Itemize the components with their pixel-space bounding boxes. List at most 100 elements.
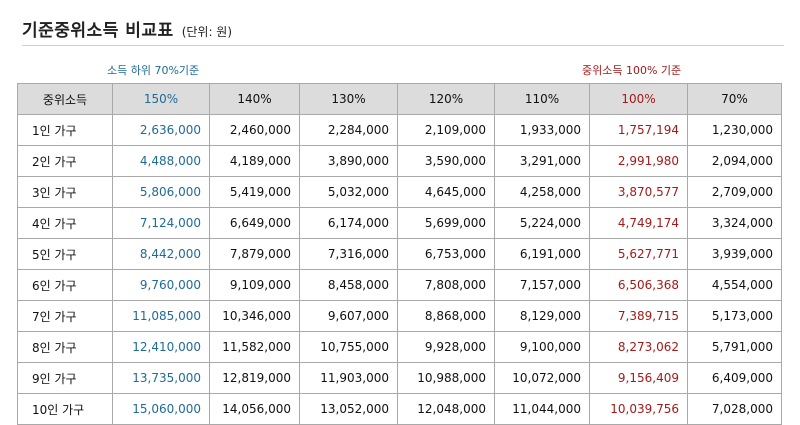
income-cell: 2,709,000 [687, 176, 782, 208]
income-cell: 5,627,771 [589, 238, 688, 270]
income-cell: 8,458,000 [299, 269, 398, 301]
income-cell: 3,590,000 [397, 145, 495, 177]
income-cell: 11,044,000 [494, 393, 590, 425]
column-header: 110% [494, 83, 590, 115]
table-row: 6인 가구 9,760,000 9,109,000 8,458,000 7,808,00… [17, 269, 782, 301]
income-cell: 8,442,000 [112, 238, 210, 270]
column-header: 70% [687, 83, 782, 115]
income-cell: 5,032,000 [299, 176, 398, 208]
income-cell: 7,808,000 [397, 269, 495, 301]
income-cell: 6,174,000 [299, 207, 398, 239]
table-row: 5인 가구 8,442,000 7,879,000 7,316,000 6,753,00… [17, 238, 782, 270]
income-cell: 6,409,000 [687, 362, 782, 394]
note-median-100-percent: 중위소득 100% 기준 [582, 64, 682, 77]
income-cell: 4,258,000 [494, 176, 590, 208]
table-row: 4인 가구 7,124,000 6,649,000 6,174,000 5,699,00… [17, 207, 782, 239]
household-size-cell: 5인 가구 [17, 238, 113, 270]
table-row: 1인 가구 2,636,000 2,460,000 2,284,000 2,109,00… [17, 114, 782, 146]
household-size-cell: 9인 가구 [17, 362, 113, 394]
income-cell: 6,191,000 [494, 238, 590, 270]
income-cell: 3,870,577 [589, 176, 688, 208]
income-cell: 6,506,368 [589, 269, 688, 301]
income-cell: 2,109,000 [397, 114, 495, 146]
income-cell: 11,582,000 [209, 331, 300, 363]
column-header: 150% [112, 83, 210, 115]
income-cell: 2,094,000 [687, 145, 782, 177]
income-cell: 9,156,409 [589, 362, 688, 394]
income-cell: 9,109,000 [209, 269, 300, 301]
income-cell: 9,607,000 [299, 300, 398, 332]
income-cell: 8,273,062 [589, 331, 688, 363]
income-cell: 5,699,000 [397, 207, 495, 239]
income-cell: 4,554,000 [687, 269, 782, 301]
income-cell: 5,224,000 [494, 207, 590, 239]
column-header: 120% [397, 83, 495, 115]
income-cell: 3,291,000 [494, 145, 590, 177]
income-cell: 10,988,000 [397, 362, 495, 394]
household-size-cell: 1인 가구 [17, 114, 113, 146]
table-row: 7인 가구 11,085,000 10,346,000 9,607,000 8,868,… [17, 300, 782, 332]
income-cell: 9,100,000 [494, 331, 590, 363]
income-cell: 4,189,000 [209, 145, 300, 177]
income-cell: 2,636,000 [112, 114, 210, 146]
income-comparison-table: 중위소득 150% 140% 130% 120% 110% 100% 70% 1… [17, 83, 782, 425]
income-cell: 7,124,000 [112, 207, 210, 239]
income-cell: 7,389,715 [589, 300, 688, 332]
income-cell: 5,419,000 [209, 176, 300, 208]
income-cell: 10,346,000 [209, 300, 300, 332]
household-size-cell: 4인 가구 [17, 207, 113, 239]
table-row: 10인 가구 15,060,000 14,056,000 13,052,000 12,0… [17, 393, 782, 425]
income-cell: 8,129,000 [494, 300, 590, 332]
household-size-cell: 7인 가구 [17, 300, 113, 332]
income-cell: 13,052,000 [299, 393, 398, 425]
income-cell: 1,933,000 [494, 114, 590, 146]
income-cell: 6,649,000 [209, 207, 300, 239]
title-row: 기준중위소득 비교표 (단위: 원) [22, 16, 232, 41]
household-size-cell: 3인 가구 [17, 176, 113, 208]
income-cell: 8,868,000 [397, 300, 495, 332]
page-title: 기준중위소득 비교표 [22, 21, 174, 41]
note-lower-70-percent: 소득 하위 70%기준 [107, 64, 200, 77]
income-cell: 4,645,000 [397, 176, 495, 208]
income-cell: 10,072,000 [494, 362, 590, 394]
household-size-cell: 2인 가구 [17, 145, 113, 177]
column-header: 140% [209, 83, 300, 115]
table-row: 9인 가구 13,735,000 12,819,000 11,903,000 10,98… [17, 362, 782, 394]
income-cell: 1,757,194 [589, 114, 688, 146]
income-cell: 6,753,000 [397, 238, 495, 270]
income-cell: 3,890,000 [299, 145, 398, 177]
income-cell: 2,991,980 [589, 145, 688, 177]
income-cell: 7,316,000 [299, 238, 398, 270]
household-size-cell: 10인 가구 [17, 393, 113, 425]
column-header: 중위소득 [17, 83, 113, 115]
income-cell: 1,230,000 [687, 114, 782, 146]
household-size-cell: 8인 가구 [17, 331, 113, 363]
income-cell: 9,928,000 [397, 331, 495, 363]
income-cell: 9,760,000 [112, 269, 210, 301]
income-cell: 11,903,000 [299, 362, 398, 394]
column-header: 130% [299, 83, 398, 115]
table-body: 1인 가구 2,636,000 2,460,000 2,284,000 2,109,00… [17, 114, 782, 425]
income-cell: 12,410,000 [112, 331, 210, 363]
income-cell: 2,284,000 [299, 114, 398, 146]
table-row: 8인 가구 12,410,000 11,582,000 10,755,000 9,928… [17, 331, 782, 363]
income-cell: 12,048,000 [397, 393, 495, 425]
income-cell: 5,791,000 [687, 331, 782, 363]
income-cell: 7,028,000 [687, 393, 782, 425]
income-cell: 11,085,000 [112, 300, 210, 332]
income-cell: 7,157,000 [494, 269, 590, 301]
income-cell: 2,460,000 [209, 114, 300, 146]
income-cell: 7,879,000 [209, 238, 300, 270]
income-cell: 12,819,000 [209, 362, 300, 394]
table-row: 2인 가구 4,488,000 4,189,000 3,890,000 3,590,00… [17, 145, 782, 177]
household-size-cell: 6인 가구 [17, 269, 113, 301]
income-cell: 10,039,756 [589, 393, 688, 425]
unit-label: (단위: 원) [181, 25, 233, 39]
income-cell: 3,324,000 [687, 207, 782, 239]
income-cell: 14,056,000 [209, 393, 300, 425]
table-row: 3인 가구 5,806,000 5,419,000 5,032,000 4,645,00… [17, 176, 782, 208]
column-header: 100% [589, 83, 688, 115]
header-row: 중위소득 150% 140% 130% 120% 110% 100% 70% [17, 83, 782, 115]
income-cell: 15,060,000 [112, 393, 210, 425]
income-cell: 13,735,000 [112, 362, 210, 394]
